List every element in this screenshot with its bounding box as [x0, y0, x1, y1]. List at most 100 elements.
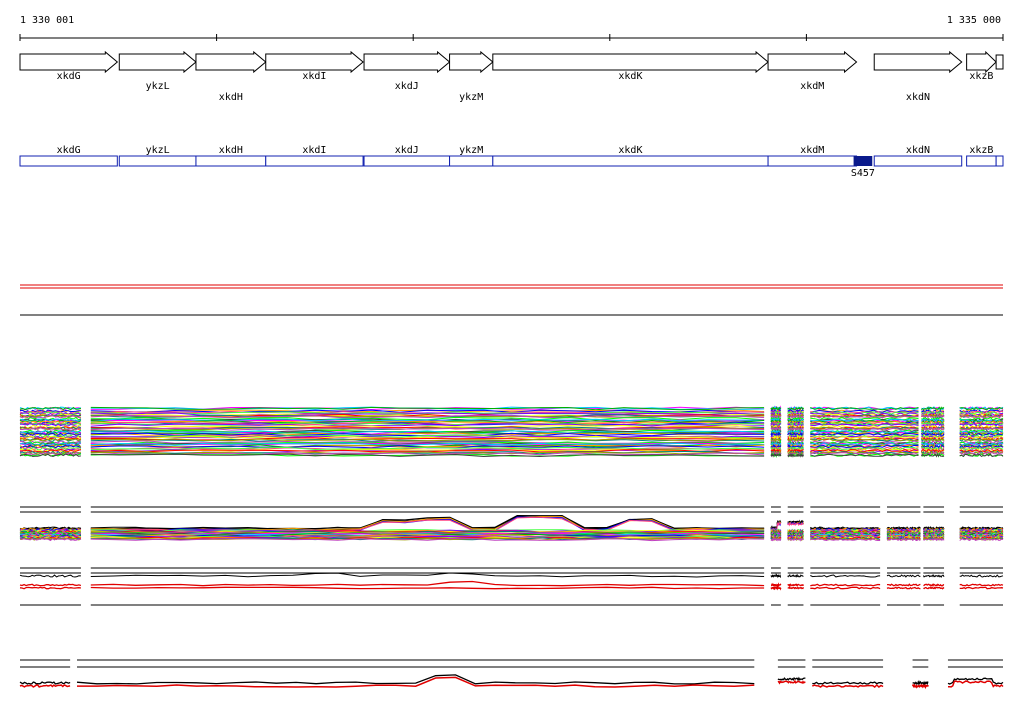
- gene-arrow-small[interactable]: [995, 54, 1004, 70]
- expression-line: [770, 408, 782, 414]
- gene-arrow-xkdJ[interactable]: [363, 50, 451, 74]
- expression-line: [921, 440, 945, 445]
- gene-box-xkdM[interactable]: [767, 155, 858, 167]
- summary-line-black: [922, 574, 945, 578]
- summary-line-red: [947, 680, 1004, 688]
- expression-line: [810, 427, 919, 431]
- expression-line: [959, 448, 1003, 453]
- gene-box-label-xkdK: xkdK: [618, 145, 642, 156]
- summary-line-red: [812, 683, 884, 688]
- expression-line: [770, 431, 782, 438]
- expression-line: [810, 406, 919, 411]
- gene-box-xkdG[interactable]: [19, 155, 118, 167]
- gene-box-xkdH[interactable]: [195, 155, 267, 167]
- summary-line-red: [923, 586, 945, 590]
- expression-line: [810, 423, 919, 427]
- gene-box-label-xkdI: xkdI: [302, 145, 326, 156]
- expression-line: [90, 414, 765, 419]
- gene-box-ykzM[interactable]: [449, 155, 494, 167]
- expression-profile-panel-1: [19, 405, 1004, 459]
- gene-box-xkzB[interactable]: [966, 155, 997, 167]
- expression-line: [19, 438, 82, 442]
- expression-line: [959, 432, 1004, 436]
- summary-line-red: [90, 586, 765, 590]
- expression-line: [921, 437, 945, 442]
- expression-line: [959, 414, 1004, 419]
- expression-line: [787, 452, 804, 457]
- expression-line: [787, 444, 804, 449]
- coordinate-end-label: 1 335 000: [947, 15, 1001, 26]
- expression-line: [921, 441, 945, 446]
- gene-box-xkdI[interactable]: [265, 155, 364, 167]
- summary-line-red: [887, 583, 921, 587]
- expression-line: [90, 516, 765, 531]
- gene-box-label-xkdH: xkdH: [219, 145, 243, 156]
- summary-line-black: [886, 574, 921, 578]
- gene-box-xkdJ[interactable]: [363, 155, 451, 167]
- feature-label: S457: [851, 168, 875, 179]
- expression-line: [921, 406, 945, 412]
- gene-arrow-xkdM[interactable]: [767, 50, 858, 74]
- expression-line: [959, 437, 1004, 442]
- gene-arrow-label-xkdJ: xkdJ: [395, 81, 419, 92]
- expression-line: [959, 537, 1004, 541]
- gene-box-label-xkdG: xkdG: [57, 145, 81, 156]
- expression-line: [959, 435, 1004, 440]
- expression-line: [90, 411, 765, 415]
- expression-line: [921, 450, 945, 456]
- expression-line: [959, 430, 1004, 434]
- summary-line-red: [787, 583, 805, 588]
- summary-line-black: [787, 573, 804, 578]
- expression-line: [770, 426, 782, 432]
- expression-line: [787, 422, 804, 427]
- gene-box-xkdK[interactable]: [492, 155, 769, 167]
- expression-line: [787, 410, 804, 416]
- expression-line: [90, 535, 765, 539]
- expression-line: [90, 451, 765, 455]
- summary-line-black: [912, 679, 929, 686]
- gene-box-label-xkzB: xkzB: [969, 145, 993, 156]
- gene-box-ykzL[interactable]: [118, 155, 197, 167]
- expression-line: [959, 427, 1004, 431]
- gene-box-label-ykzL: ykzL: [146, 145, 170, 156]
- gene-box-label-ykzM: ykzM: [459, 145, 483, 156]
- expression-line: [923, 537, 945, 542]
- expression-line: [19, 414, 81, 419]
- expression-line: [770, 419, 782, 425]
- summary-line-red: [19, 586, 81, 590]
- gene-arrow-xkdN[interactable]: [873, 50, 963, 74]
- expression-line: [787, 535, 804, 540]
- gene-arrow-ykzM[interactable]: [449, 50, 494, 74]
- expression-line: [90, 514, 765, 530]
- gene-arrow-label-xkdH: xkdH: [219, 92, 243, 103]
- summary-line-red: [770, 585, 782, 591]
- gene-arrow-label-ykzM: ykzM: [459, 92, 483, 103]
- expression-line: [810, 427, 919, 431]
- expression-line: [959, 406, 1003, 411]
- summary-line-black: [19, 574, 81, 578]
- gene-arrow-xkdI[interactable]: [265, 50, 364, 74]
- expression-line: [810, 432, 919, 437]
- expression-line: [19, 414, 81, 419]
- gene-arrow-label-xkdI: xkdI: [302, 71, 326, 82]
- expression-line: [810, 448, 919, 453]
- expression-line: [959, 444, 1004, 449]
- expression-line: [19, 445, 82, 449]
- expression-line: [787, 443, 804, 449]
- summary-line-red: [19, 583, 82, 587]
- expression-line: [90, 430, 765, 434]
- gene-arrow-xkdK[interactable]: [492, 50, 769, 74]
- expression-line: [19, 406, 81, 410]
- gene-arrow-xkdH[interactable]: [195, 50, 267, 74]
- gene-box-xkdN[interactable]: [873, 155, 963, 167]
- gene-arrow-ykzL[interactable]: [118, 50, 197, 74]
- gene-box-small[interactable]: [995, 155, 1004, 167]
- gene-arrow-xkzB[interactable]: [966, 50, 997, 74]
- feature-block[interactable]: [853, 156, 873, 166]
- gene-arrow-xkdG[interactable]: [19, 50, 119, 74]
- expression-line: [959, 529, 1004, 533]
- expression-line: [787, 522, 804, 527]
- expression-line: [959, 418, 1004, 423]
- summary-line-red: [77, 676, 755, 688]
- expression-line: [921, 422, 945, 427]
